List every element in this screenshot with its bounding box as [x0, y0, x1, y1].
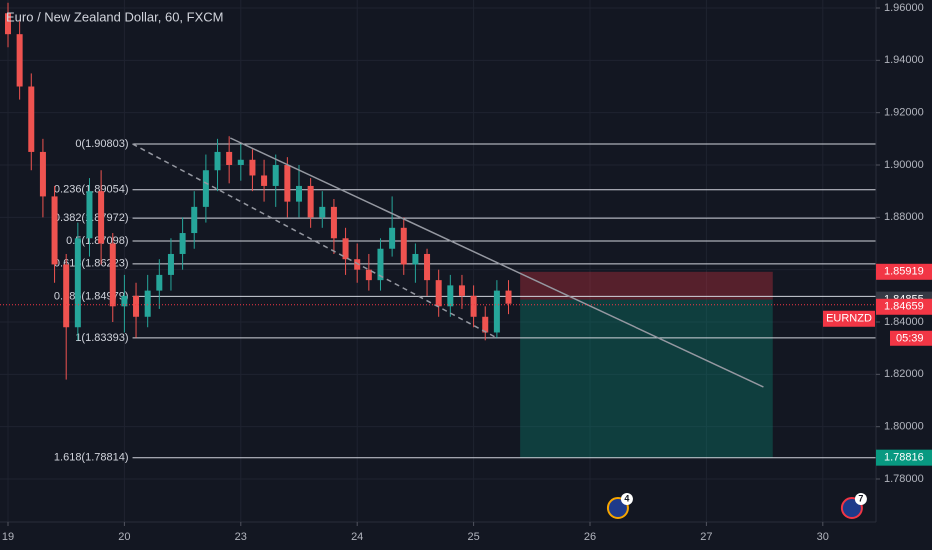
candle-body	[237, 159, 244, 166]
candle-body	[365, 269, 372, 281]
y-tick-label: 1.92000	[884, 107, 924, 119]
countdown: 05:39	[896, 333, 924, 345]
candle-body	[4, 13, 11, 35]
event-count: 7	[858, 493, 863, 503]
candle-body	[400, 227, 407, 265]
event-badge	[854, 493, 867, 505]
candle-body	[202, 170, 209, 207]
candle-body	[179, 233, 186, 254]
candle-body	[63, 264, 70, 328]
y-tick-label: 1.88000	[884, 211, 924, 223]
y-tick-label: 1.96000	[884, 2, 924, 14]
fib-trend-line	[132, 143, 498, 339]
y-tick-label: 1.84000	[884, 316, 924, 328]
fib-label: 0.236(1.89054)	[54, 184, 129, 196]
candle-body	[493, 290, 500, 333]
candle-body	[156, 274, 163, 291]
candle-body	[470, 295, 477, 317]
candle-body	[377, 248, 384, 281]
target-zone	[520, 299, 773, 458]
candle-body	[121, 295, 128, 307]
x-tick-label: 19	[2, 531, 14, 543]
candle-body	[389, 227, 396, 249]
chart-title: Euro / New Zealand Dollar, 60, FXCM	[6, 9, 223, 24]
candle-body	[39, 151, 46, 197]
candle-body	[226, 151, 233, 166]
price-tag-label: 1.85919	[884, 266, 924, 278]
countdown-bg	[890, 330, 932, 346]
plot: 0(1.90803)0.236(1.89054)0.382(1.87972)0.…	[0, 2, 876, 519]
y-tick-label: 1.78000	[884, 473, 924, 485]
candle-body	[354, 259, 361, 270]
candle-body	[284, 165, 291, 202]
price-tag-label: 1.84659	[884, 301, 924, 313]
stop-zone	[520, 271, 773, 300]
candle-body	[424, 253, 431, 281]
candle-body	[74, 238, 81, 328]
candle-body	[98, 191, 105, 244]
event-badge	[620, 493, 633, 505]
fib-label: 1(1.83393)	[75, 332, 128, 344]
x-tick-label: 25	[467, 531, 479, 543]
candle-body	[295, 185, 302, 202]
candle-body	[191, 206, 198, 234]
price-tag	[876, 449, 932, 466]
candle-body	[109, 243, 116, 307]
y-tick-label: 1.82000	[884, 368, 924, 380]
candle-body	[482, 316, 489, 333]
candle-body	[28, 86, 35, 152]
y-tick-label: 1.90000	[884, 159, 924, 171]
candle-body	[249, 159, 256, 176]
candle-body	[272, 165, 279, 186]
candle-body	[307, 185, 314, 218]
x-tick-label: 26	[584, 531, 596, 543]
trend-line	[230, 137, 764, 388]
candle-body	[51, 196, 58, 265]
symbol-tag	[823, 310, 875, 327]
candle-body	[458, 285, 465, 296]
candle-body	[261, 175, 268, 186]
fib-label: 0(1.90803)	[75, 138, 128, 150]
price-tag-label: 1.78816	[884, 452, 924, 464]
y-tick-label: 1.94000	[884, 54, 924, 66]
price-tag	[876, 263, 932, 280]
candle-body	[167, 253, 174, 275]
x-tick-label: 24	[351, 531, 363, 543]
candle-body	[16, 34, 23, 87]
x-tick-label: 27	[700, 531, 712, 543]
x-tick-label: 20	[118, 531, 130, 543]
x-tick-label: 30	[817, 531, 829, 543]
fib-label: 1.618(1.78814)	[54, 452, 129, 464]
candle-body	[86, 191, 93, 239]
candle-body	[505, 290, 512, 304]
x-tick-label: 23	[235, 531, 247, 543]
candle-body	[447, 285, 454, 307]
candle-body	[342, 238, 349, 260]
candle-body	[214, 151, 221, 171]
y-tick-label: 1.80000	[884, 421, 924, 433]
candle-body	[412, 253, 419, 265]
price-tag	[876, 298, 932, 315]
candle-body	[144, 290, 151, 317]
candle-body	[319, 206, 326, 218]
candle-body	[330, 206, 337, 239]
candle-body	[133, 295, 140, 317]
event-count: 4	[624, 493, 629, 503]
candle-body	[435, 280, 442, 307]
symbol-label: EURNZD	[826, 313, 872, 325]
